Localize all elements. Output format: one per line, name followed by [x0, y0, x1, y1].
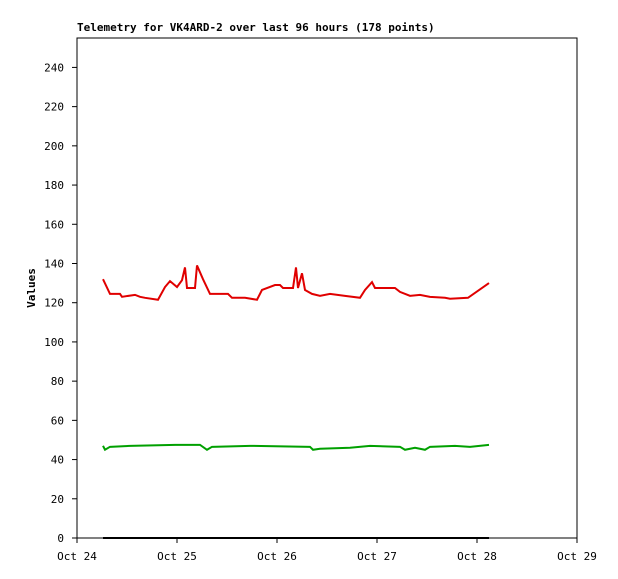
y-tick-label: 80 [51, 375, 64, 388]
y-tick-label: 100 [44, 336, 64, 349]
y-tick-label: 160 [44, 218, 64, 231]
y-tick-label: 120 [44, 297, 64, 310]
x-tick-label: Oct 28 [457, 550, 497, 563]
data-line [102, 265, 490, 301]
x-tick-label: Oct 24 [57, 550, 97, 563]
y-tick-label: 140 [44, 257, 64, 270]
y-tick-label: 180 [44, 179, 64, 192]
x-tick-label: Oct 27 [357, 550, 397, 563]
y-tick-label: 60 [51, 414, 64, 427]
y-tick-label: 220 [44, 101, 64, 114]
y-axis-label: Values [25, 268, 38, 308]
y-tick-label: 240 [44, 61, 64, 74]
x-tick-label: Oct 25 [157, 550, 197, 563]
x-tick-label: Oct 29 [557, 550, 597, 563]
chart-title: Telemetry for VK4ARD-2 over last 96 hour… [77, 21, 435, 34]
data-line [102, 443, 490, 452]
y-tick-label: 40 [51, 454, 64, 467]
x-tick-label: Oct 26 [257, 550, 297, 563]
y-tick-label: 0 [57, 532, 64, 545]
y-tick-label: 200 [44, 140, 64, 153]
y-tick-label: 20 [51, 493, 64, 506]
